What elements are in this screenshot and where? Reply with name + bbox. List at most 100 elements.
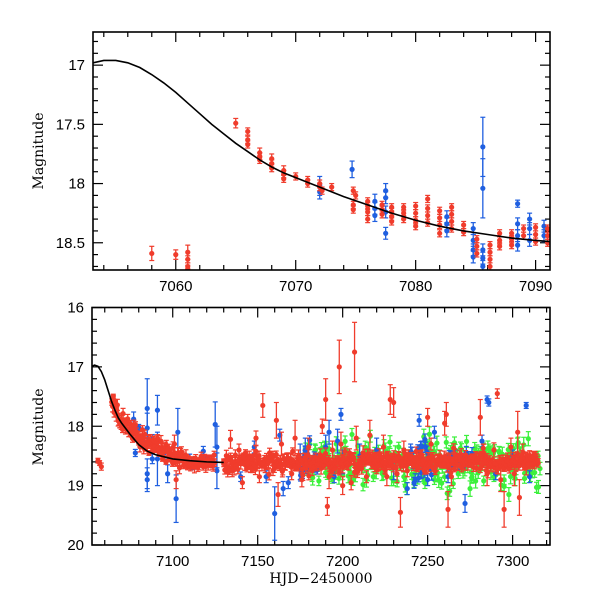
data-point	[350, 207, 356, 213]
blue-point	[144, 467, 150, 493]
data-point	[329, 184, 335, 190]
red-band-point	[120, 407, 126, 420]
red-point	[533, 230, 539, 239]
red-point	[273, 401, 279, 439]
data-point	[416, 417, 422, 423]
blue-point	[527, 233, 533, 247]
data-point	[480, 255, 486, 261]
data-point	[479, 438, 485, 444]
data-point	[397, 509, 404, 515]
data-point	[280, 467, 286, 473]
data-point	[469, 475, 475, 482]
data-point	[165, 471, 171, 477]
data-point	[461, 222, 467, 228]
data-point	[487, 256, 493, 262]
data-point	[516, 494, 523, 501]
data-point	[285, 480, 291, 486]
data-point	[437, 215, 443, 221]
green-point	[316, 475, 322, 487]
red-point	[329, 182, 335, 192]
red-point	[185, 255, 191, 264]
red-point	[425, 407, 431, 427]
data-point	[511, 471, 517, 477]
blue-point	[515, 199, 521, 208]
data-point	[380, 444, 387, 450]
red-point	[324, 496, 330, 516]
blue-point	[326, 419, 332, 445]
red-point	[487, 262, 493, 270]
green-band-point	[387, 435, 393, 450]
data-point	[449, 204, 455, 210]
red-point	[521, 224, 527, 233]
data-point	[185, 256, 191, 262]
data-point	[515, 429, 521, 435]
data-point	[391, 399, 397, 406]
data-point	[422, 436, 428, 443]
data-point	[214, 468, 220, 474]
data-point	[142, 431, 148, 437]
data-point	[396, 444, 402, 450]
red-point	[425, 211, 431, 220]
data-point	[515, 221, 521, 227]
data-point	[326, 429, 332, 435]
data-point	[245, 141, 251, 148]
data-point	[360, 481, 366, 488]
data-point	[480, 247, 486, 253]
red-point	[449, 203, 455, 212]
red-point	[516, 479, 523, 516]
green-band-point	[506, 487, 512, 502]
data-point	[445, 506, 451, 512]
data-point	[467, 486, 473, 492]
blue-point	[523, 401, 529, 410]
data-point	[353, 192, 359, 199]
red-point	[428, 437, 434, 451]
blue-point	[416, 413, 422, 427]
data-point	[349, 431, 355, 438]
red-point	[437, 206, 443, 215]
red-band-point	[235, 464, 241, 475]
red-point	[275, 482, 281, 508]
red-point	[474, 249, 480, 258]
red-point	[323, 378, 329, 421]
data-point	[462, 500, 468, 507]
data-point	[515, 242, 521, 248]
data-point	[300, 472, 306, 478]
blue-point	[372, 209, 378, 223]
data-point	[486, 446, 492, 452]
data-point	[480, 263, 486, 270]
data-point	[278, 441, 285, 447]
data-point	[158, 438, 164, 444]
blue-point	[334, 428, 341, 454]
red-band-point	[114, 398, 120, 412]
data-point	[401, 204, 407, 210]
data-point	[132, 450, 138, 456]
data-point	[428, 472, 435, 478]
blue-point	[165, 464, 171, 484]
red-point	[413, 209, 419, 218]
green-band-point	[426, 426, 433, 443]
red-band-point	[306, 471, 312, 481]
data-point	[401, 474, 407, 480]
red-point	[389, 217, 395, 226]
red-point	[353, 191, 359, 200]
data-point	[434, 440, 440, 446]
red-point	[353, 425, 359, 451]
y-tick-label: 18.5	[56, 235, 85, 252]
y-tick-label: 18	[68, 176, 85, 193]
green-band-point	[525, 431, 531, 447]
data-point	[426, 431, 433, 437]
data-point	[444, 228, 450, 234]
red-band-point	[342, 447, 348, 456]
data-point	[401, 210, 407, 216]
top-panel-frame	[92, 31, 551, 271]
data-point	[370, 474, 376, 480]
data-point	[280, 485, 286, 492]
red-point	[497, 242, 503, 251]
data-point	[353, 435, 359, 441]
data-point	[404, 485, 410, 492]
data-point	[173, 252, 179, 258]
top-panel-ticks	[93, 32, 550, 270]
data-point	[387, 396, 393, 403]
red-point	[245, 127, 251, 136]
data-point	[384, 474, 390, 480]
